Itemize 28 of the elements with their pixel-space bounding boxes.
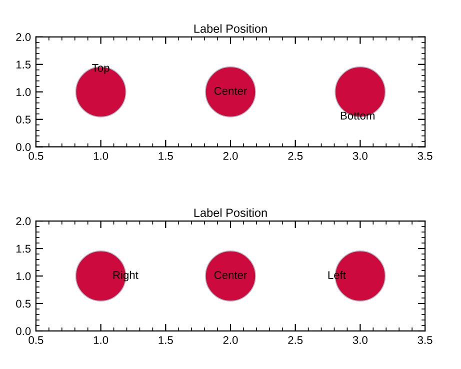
annotation: Center [214,271,247,279]
x-tick-label: 3.0 [352,336,368,344]
y-tick-label: 0.0 [16,327,31,336]
x-tick-label: 2.5 [288,152,303,160]
x-tick-label: 2.0 [223,336,238,344]
x-tick-label: 3.0 [352,152,368,160]
x-tick-label: 1.0 [94,152,108,160]
x-tick-label: 2.5 [288,336,303,344]
y-tick-label: 1.5 [16,60,31,69]
x-tick-label: 1.5 [158,152,173,160]
chart-title: Label Position [194,24,267,33]
chart-title: Label Position [194,208,267,217]
x-tick-label: 2.0 [223,152,238,160]
y-tick-label: 0.0 [16,143,31,151]
x-tick-label: 3.5 [418,152,432,160]
y-tick-label: 0.5 [16,116,31,124]
y-tick-label: 2.0 [16,33,31,42]
x-tick-label: 1.5 [158,336,173,344]
y-tick-label: 1.0 [16,88,31,96]
y-tick-label: 2.0 [16,217,31,226]
y-tick-label: 1.5 [16,244,31,253]
x-tick-label: 1.0 [94,336,108,344]
y-tick-label: 1.0 [16,272,31,280]
annotation: Center [214,86,247,95]
x-tick-label: 3.5 [418,336,432,344]
x-tick-label: 0.5 [28,336,44,344]
y-tick-label: 0.5 [16,300,31,308]
x-tick-label: 0.5 [28,152,44,160]
